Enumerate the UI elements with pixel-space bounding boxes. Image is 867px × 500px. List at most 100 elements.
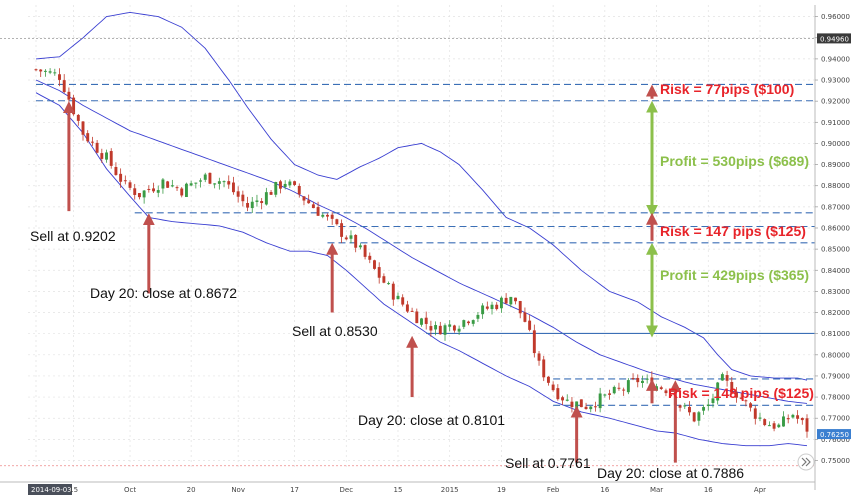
candle-body (546, 376, 550, 383)
candle-body (509, 296, 513, 305)
candle-body (316, 207, 320, 216)
candle-body (405, 304, 409, 312)
candle-body (518, 301, 522, 314)
y-tick-label: 0.93000 (821, 77, 850, 85)
candle-body (692, 412, 696, 422)
candle-body (462, 320, 466, 327)
candle-body (123, 180, 127, 182)
y-tick-label: 0.82000 (821, 309, 850, 317)
candle-body (537, 353, 541, 361)
candle-body (631, 378, 635, 380)
candle-body (217, 181, 221, 184)
candle-body (48, 71, 52, 73)
candle-body (279, 181, 282, 189)
risk-label: Risk = 148 pips ($125) (668, 385, 814, 401)
candle-body (767, 425, 771, 427)
y-tick-label: 0.80000 (821, 351, 850, 359)
candle-body (43, 70, 47, 72)
bollinger-lower-line (35, 92, 808, 447)
horizontal-levels (0, 37, 815, 467)
candle-body (490, 304, 494, 310)
x-tick-label: Nov (231, 486, 245, 494)
candle-body (565, 399, 569, 401)
candle-body (39, 69, 43, 72)
candle-body (448, 324, 452, 327)
y-tick-label: 0.96000 (821, 13, 850, 21)
candle-body (782, 416, 785, 427)
candle-body (377, 267, 381, 278)
candle-body (297, 185, 301, 195)
candle-body (260, 201, 264, 204)
candle-body (76, 114, 80, 121)
x-start-date-badge (28, 484, 72, 495)
candle-body (791, 414, 795, 418)
candle-body (72, 97, 76, 115)
annotation-texts: Sell at 0.9202 Day 20: close at 0.8672 Sel… (30, 81, 814, 481)
candle-body (255, 200, 259, 202)
x-tick-label: Apr (754, 486, 766, 494)
candle-body (438, 325, 442, 335)
candle-body (603, 394, 607, 396)
candle-body (730, 381, 734, 394)
x-tick-label: 16 (704, 486, 713, 494)
candle-body (358, 245, 362, 248)
annotation-label: Sell at 0.7761 (505, 455, 591, 471)
candle-body (147, 188, 151, 190)
candle-body (452, 325, 456, 331)
candle-body (589, 406, 593, 410)
candle-body (86, 133, 90, 142)
double-chevron-right-icon[interactable] (801, 457, 811, 467)
candle-body (481, 305, 485, 315)
candle-body (189, 183, 193, 186)
x-tick-label: 19 (497, 486, 506, 494)
candle-body (213, 183, 217, 185)
candle-body (711, 398, 715, 403)
y-tick-label: 0.94000 (821, 55, 850, 63)
candle-body (335, 219, 339, 225)
risk-label: Risk = 77pips ($100) (660, 81, 794, 97)
y-tick-label: 0.77000 (821, 415, 850, 423)
annotation-label: Sell at 0.8530 (292, 323, 378, 339)
profit-label: Profit = 530pips ($689) (660, 153, 809, 169)
candle-body (725, 375, 729, 381)
candle-body (199, 180, 203, 182)
candle-body (669, 394, 673, 397)
y-tick-label: 0.78000 (821, 394, 850, 402)
candle-body (293, 181, 297, 185)
candle-body (321, 214, 325, 217)
x-tick-label: 2014-09-03 (31, 486, 72, 494)
candle-body (203, 174, 207, 180)
candle-body (250, 201, 254, 209)
candle-body (391, 283, 395, 300)
candle-body (231, 182, 235, 193)
candle-body (326, 214, 329, 217)
candle-body (504, 297, 508, 304)
candle-body (800, 417, 804, 421)
candle-body (274, 182, 278, 195)
candle-body (495, 304, 499, 310)
profit-label: Profit = 429pips ($365) (660, 267, 809, 283)
candle-body (593, 406, 597, 408)
candle-body (499, 297, 503, 309)
candle-body (194, 182, 198, 184)
scroll-right-button[interactable] (797, 453, 815, 471)
candle-body (476, 314, 480, 319)
y-tick-label: 0.76000 (821, 436, 850, 444)
y-tick-label: 0.90000 (821, 140, 850, 148)
candle-body (344, 237, 348, 240)
candle-body (584, 406, 588, 410)
risk-label: Risk = 147 pips ($125) (660, 223, 806, 239)
candle-body (777, 424, 781, 428)
candle-body (443, 325, 447, 335)
candle-body (598, 393, 602, 409)
candle-body (570, 401, 574, 408)
x-tick-label: Mar (650, 486, 663, 494)
x-tick-label: 15 (69, 486, 78, 494)
candle-body (612, 386, 616, 394)
candle-body (67, 91, 71, 100)
annotation-label: Day 20: close at 0.8672 (90, 285, 237, 301)
candle-body (283, 183, 287, 187)
x-tick-label: Dec (340, 486, 354, 494)
candle-body (763, 419, 767, 426)
